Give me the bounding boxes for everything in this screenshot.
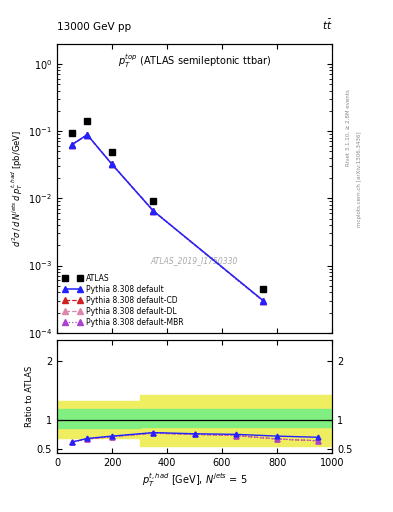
Pythia 8.308 default-DL [151,208,156,214]
Line: Pythia 8.308 default-CD: Pythia 8.308 default-CD [69,132,266,304]
Pythia 8.308 default-CD [110,161,114,167]
Line: Pythia 8.308 default: Pythia 8.308 default [69,132,266,304]
Text: $t\bar{t}$: $t\bar{t}$ [321,17,332,32]
Pythia 8.308 default [110,161,114,167]
Text: mcplots.cern.ch [arXiv:1306.3436]: mcplots.cern.ch [arXiv:1306.3436] [357,132,362,227]
Pythia 8.308 default-MBR [110,161,114,167]
ATLAS [70,130,75,136]
Text: ATLAS_2019_I1750330: ATLAS_2019_I1750330 [151,256,238,265]
ATLAS [110,150,114,156]
Line: Pythia 8.308 default-DL: Pythia 8.308 default-DL [69,132,266,304]
ATLAS [151,198,156,204]
Pythia 8.308 default-CD [85,132,90,138]
Pythia 8.308 default-CD [70,141,75,147]
Y-axis label: Ratio to ATLAS: Ratio to ATLAS [25,366,34,428]
Pythia 8.308 default [85,132,90,138]
Pythia 8.308 default-DL [261,298,266,304]
Pythia 8.308 default [70,141,75,147]
Pythia 8.308 default-DL [70,141,75,147]
X-axis label: $p_T^{t,had}$ [GeV], $N^{jets}$ = 5: $p_T^{t,had}$ [GeV], $N^{jets}$ = 5 [142,472,247,489]
ATLAS [85,118,90,124]
Legend: ATLAS, Pythia 8.308 default, Pythia 8.308 default-CD, Pythia 8.308 default-DL, P: ATLAS, Pythia 8.308 default, Pythia 8.30… [61,272,186,329]
Pythia 8.308 default-CD [261,298,266,304]
Text: Rivet 3.1.10, ≥ 2.8M events: Rivet 3.1.10, ≥ 2.8M events [345,90,350,166]
Pythia 8.308 default-DL [110,161,114,167]
Text: $p_T^{top}$ (ATLAS semileptonic ttbar): $p_T^{top}$ (ATLAS semileptonic ttbar) [118,52,271,70]
Pythia 8.308 default-MBR [151,208,156,214]
ATLAS [261,286,266,292]
Line: Pythia 8.308 default-MBR: Pythia 8.308 default-MBR [69,132,266,304]
Bar [57,401,140,438]
Line: ATLAS: ATLAS [69,118,266,292]
Pythia 8.308 default [261,297,266,304]
Pythia 8.308 default [151,208,156,214]
Y-axis label: $d^2\sigma\,/\,d\,N^{jets}\,d\,p_T^{t,had}$ [pb/GeV]: $d^2\sigma\,/\,d\,N^{jets}\,d\,p_T^{t,ha… [9,130,25,247]
Pythia 8.308 default-MBR [70,141,75,147]
Pythia 8.308 default-DL [85,132,90,138]
Bar [57,409,140,429]
Bar [140,409,332,426]
Pythia 8.308 default-MBR [85,132,90,138]
Bar [140,395,332,446]
Text: 13000 GeV pp: 13000 GeV pp [57,22,131,32]
Pythia 8.308 default-MBR [261,298,266,304]
Pythia 8.308 default-CD [151,208,156,214]
